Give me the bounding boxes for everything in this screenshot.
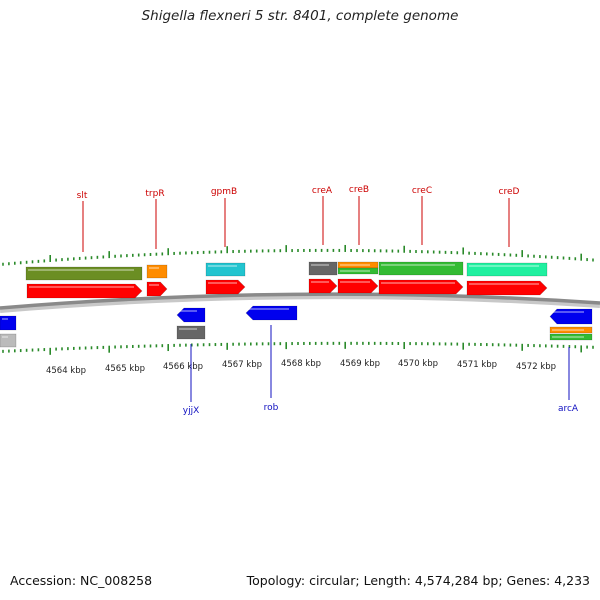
creD-cds-highlight xyxy=(469,283,539,285)
trpR-cds-highlight xyxy=(149,284,159,286)
creC-cds-highlight xyxy=(381,282,455,284)
trpR-cds[interactable] xyxy=(146,281,168,297)
yjjX-feature[interactable] xyxy=(176,325,206,340)
yjjX-feature-highlight xyxy=(179,328,197,330)
gpmB-feature[interactable] xyxy=(205,262,246,277)
accession-text: Accession: NC_008258 xyxy=(10,573,153,588)
axis-label: 4564 kbp xyxy=(46,366,86,376)
top-gene-labels: slt trpR gpmB creA creB creC creD xyxy=(77,185,520,252)
axis-labels: 4564 kbp 4565 kbp 4566 kbp 4567 kbp 4568… xyxy=(46,359,556,376)
rob-cds[interactable] xyxy=(245,305,298,321)
creC-feature[interactable] xyxy=(378,261,464,276)
edge-gray-feature-highlight xyxy=(2,336,8,338)
creA-feature[interactable] xyxy=(308,261,338,276)
creC-feature-highlight xyxy=(381,264,455,266)
gene-label-arcA[interactable]: arcA xyxy=(558,404,579,414)
edge-blue-cds-highlight xyxy=(2,318,8,320)
gene-bars[interactable] xyxy=(0,261,593,348)
creD-feature[interactable] xyxy=(466,262,548,277)
gene-label-trpR[interactable]: trpR xyxy=(145,189,164,199)
genome-backbone-shadow xyxy=(0,293,600,313)
gpmB-cds[interactable] xyxy=(205,279,246,295)
trpR-feature-highlight xyxy=(149,267,159,269)
creD-feature-highlight xyxy=(469,265,539,267)
slt-cds-highlight xyxy=(29,286,134,288)
slt-cds[interactable] xyxy=(26,283,143,299)
gene-label-slt[interactable]: slt xyxy=(77,191,88,201)
axis-label: 4566 kbp xyxy=(163,362,203,372)
gene-label-creA[interactable]: creA xyxy=(312,186,333,196)
trpR-feature[interactable] xyxy=(146,264,168,279)
genome-title: Shigella flexneri 5 str. 8401, complete … xyxy=(141,8,459,24)
arcA-feature-highlight xyxy=(552,329,584,331)
slt-feature[interactable] xyxy=(25,266,143,281)
axis-label: 4567 kbp xyxy=(222,360,262,370)
creB-cds[interactable] xyxy=(337,278,379,294)
arcA-feature-lower[interactable] xyxy=(549,333,593,341)
axis-label: 4570 kbp xyxy=(398,359,438,369)
axis-label: 4565 kbp xyxy=(105,364,145,374)
arcA-feature-lower-highlight xyxy=(552,336,584,338)
rob-cds-highlight xyxy=(248,308,289,310)
creA-cds[interactable] xyxy=(308,278,338,294)
gene-label-yjjX[interactable]: yjjX xyxy=(183,406,200,416)
edge-blue-cds[interactable] xyxy=(0,315,17,331)
creA-feature-highlight xyxy=(311,264,329,266)
axis-label: 4571 kbp xyxy=(457,360,497,370)
creA-cds-highlight xyxy=(311,281,329,283)
gpmB-cds-highlight xyxy=(208,282,237,284)
genome-stats-text: Topology: circular; Length: 4,574,284 bp… xyxy=(246,573,590,588)
creB-cds-highlight xyxy=(340,281,370,283)
arcA-feature[interactable] xyxy=(549,326,593,334)
gene-label-gpmB[interactable]: gpmB xyxy=(211,187,237,197)
gene-label-creC[interactable]: creC xyxy=(412,186,432,196)
arcA-cds[interactable] xyxy=(549,308,593,325)
yjjX-cds[interactable] xyxy=(176,307,206,323)
lower-tick-marks xyxy=(2,341,594,355)
axis-label: 4568 kbp xyxy=(281,359,321,369)
genome-backbone[interactable] xyxy=(0,292,600,310)
yjjX-cds-highlight xyxy=(179,310,197,312)
creB-feature-highlight xyxy=(340,264,370,266)
creD-cds[interactable] xyxy=(466,280,548,296)
bottom-gene-labels: yjjX rob arcA xyxy=(183,325,579,416)
gene-label-creD[interactable]: creD xyxy=(499,187,520,197)
creB-feature-lower-highlight xyxy=(340,270,370,272)
gene-label-rob[interactable]: rob xyxy=(264,403,279,413)
creC-cds[interactable] xyxy=(378,279,464,295)
axis-label: 4569 kbp xyxy=(340,359,380,369)
edge-gray-feature[interactable] xyxy=(0,333,17,348)
gpmB-feature-highlight xyxy=(208,265,237,267)
gene-label-creB[interactable]: creB xyxy=(349,185,369,195)
creB-feature-lower[interactable] xyxy=(337,267,379,275)
slt-feature-highlight xyxy=(28,269,134,271)
arcA-cds-highlight xyxy=(552,311,584,313)
axis-label: 4572 kbp xyxy=(516,362,556,372)
upper-tick-marks xyxy=(2,244,594,266)
